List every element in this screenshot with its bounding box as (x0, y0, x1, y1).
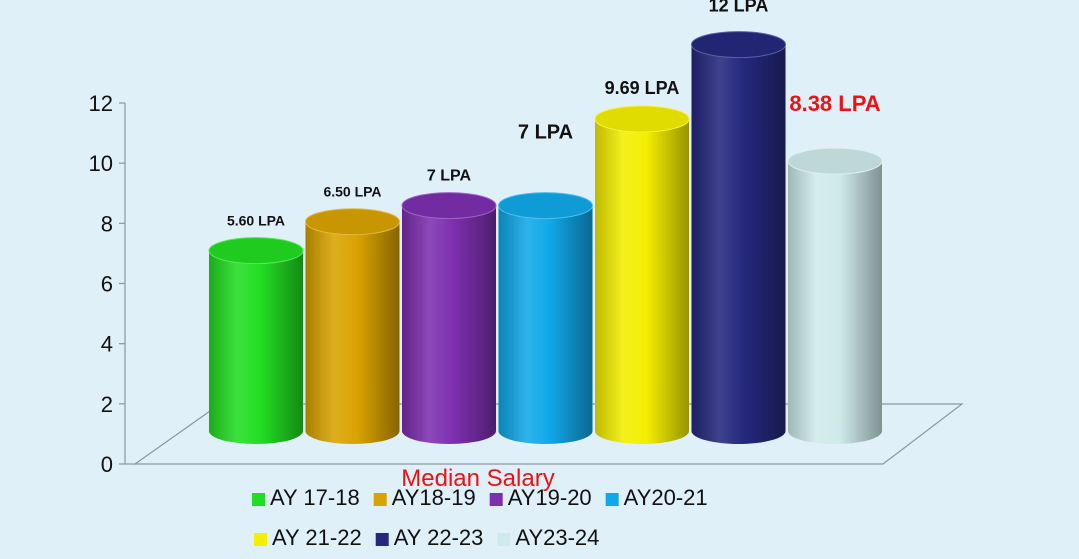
bar-body (498, 205, 593, 444)
legend-swatch (489, 493, 503, 506)
data-label: 7 LPA (518, 122, 573, 144)
data-label: 9.69 LPA (605, 78, 680, 98)
legend-swatch (605, 493, 619, 506)
bar (594, 105, 690, 444)
bar-body (595, 118, 689, 444)
legend-item: AY 21-22 (254, 525, 362, 550)
legend-label: AY 21-22 (272, 525, 362, 550)
legend-swatch (254, 533, 267, 546)
data-label: 6.50 LPA (323, 184, 381, 200)
bar-top (691, 31, 786, 59)
chart-floor (133, 403, 964, 465)
bar (787, 147, 883, 444)
chart-floor-outline (133, 403, 964, 465)
legend-label: AY18-19 (392, 485, 476, 510)
bar-top (498, 192, 593, 220)
legend-label: AY20-21 (624, 485, 708, 510)
y-tick-label: 2 (101, 392, 113, 417)
x-axis-label: Median Salary (401, 465, 554, 492)
bar-top (787, 147, 883, 175)
legend-item: AY20-21 (605, 485, 708, 510)
legend-item: AY23-24 (497, 525, 599, 550)
legend-swatch (252, 493, 265, 506)
bar-top (208, 237, 304, 265)
data-labels: 5.60 LPA 6.50 LPA 7 LPA 7 LPA 9.69 LPA 12 LPA… (227, 0, 881, 229)
bar (208, 237, 304, 444)
legend-item: AY18-19 (373, 485, 476, 510)
y-tick-label: 12 (89, 91, 113, 116)
data-label: 5.60 LPA (227, 213, 285, 229)
bar (305, 208, 400, 444)
legend-item: AY 17-18 (252, 485, 360, 510)
y-tick-label: 8 (101, 211, 113, 236)
bar (401, 192, 497, 444)
legend-label: AY23-24 (515, 525, 599, 550)
bar-top (594, 105, 690, 133)
bar-body (788, 161, 882, 444)
y-axis: 0 2 4 6 8 10 12 (89, 91, 135, 477)
legend-item: AY19-20 (489, 485, 592, 510)
legend-swatch (497, 533, 511, 546)
bar-body (402, 205, 496, 444)
data-label: 8.38 LPA (789, 91, 880, 116)
bar-body (691, 44, 786, 444)
bar-top (401, 192, 497, 220)
bar-body (305, 221, 400, 444)
data-label: 12 LPA (709, 0, 769, 16)
legend-swatch (373, 493, 387, 506)
y-tick-label: 6 (101, 272, 113, 297)
y-tick-label: 0 (101, 452, 113, 477)
legend-label: AY 22-23 (394, 525, 484, 550)
bar-top (305, 208, 400, 236)
legend-swatch (375, 533, 389, 546)
y-tick-label: 10 (89, 151, 113, 176)
legend-label: AY19-20 (508, 485, 592, 510)
bar (498, 192, 593, 444)
legend-label: AY 17-18 (270, 485, 360, 510)
data-label: 7 LPA (427, 168, 472, 185)
bars (208, 31, 883, 444)
legend-item: AY 22-23 (375, 525, 484, 550)
y-tick-label: 4 (101, 332, 113, 357)
legend: AY 17-18 AY18-19 AY19-20 AY20-21 AY 21-22 AY … (252, 485, 708, 550)
bar (691, 31, 786, 444)
bar-body (209, 250, 303, 444)
